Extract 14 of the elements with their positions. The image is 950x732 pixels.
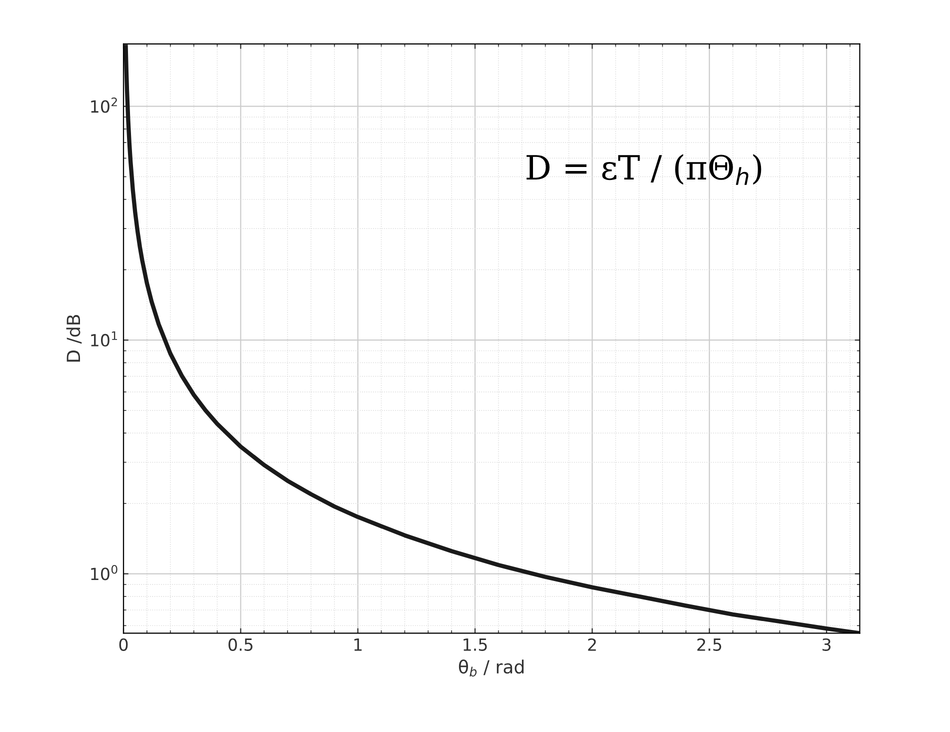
x-tick-label: 2.5 [697, 638, 722, 651]
y-tick-label: 10$^{0}$ [91, 564, 118, 580]
y-tick-label: 10$^{1}$ [91, 331, 118, 347]
x-tick-label: 0 [119, 638, 128, 651]
x-tick-label: 3 [822, 638, 831, 651]
y-tick-label: 10$^{2}$ [91, 98, 117, 113]
line-series [124, 44, 860, 634]
annotation: D = εT / (πΘ$_{h}$) [526, 154, 762, 185]
y-axis-title: D /dB [66, 315, 82, 362]
x-axis-title: θ$_{b}$ / rad [458, 660, 524, 677]
x-tick-label: 1 [354, 638, 362, 651]
x-tick-label: 0.5 [228, 638, 252, 651]
x-tick-label: 2 [588, 638, 596, 651]
x-tick-label: 1.5 [464, 638, 487, 651]
